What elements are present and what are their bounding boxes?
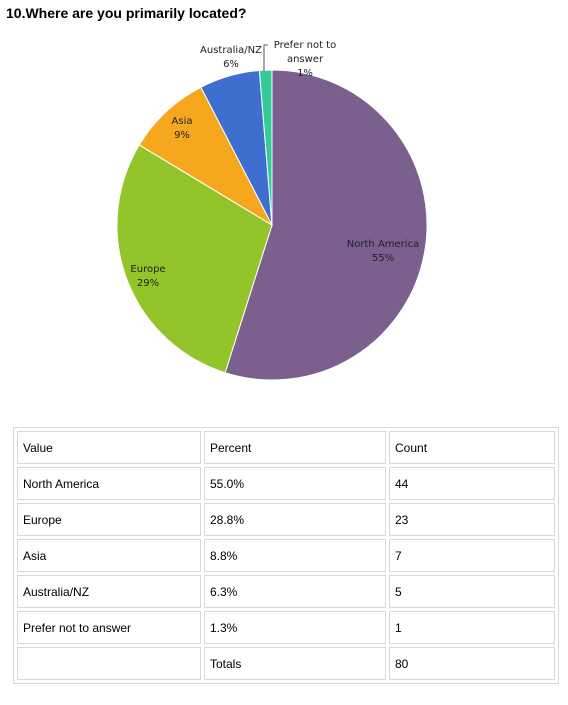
- table-cell: 80: [389, 647, 555, 680]
- table-cell: 23: [389, 503, 555, 536]
- slice-label-australia-nz: Australia/NZ 6%: [200, 45, 262, 70]
- slice-label-europe: Europe 29%: [130, 264, 165, 289]
- table-cell: 1.3%: [204, 611, 386, 644]
- table-cell: Asia: [17, 539, 201, 572]
- table-cell: 28.8%: [204, 503, 386, 536]
- table-cell: 1: [389, 611, 555, 644]
- table-header-row: Value Percent Count: [17, 431, 555, 464]
- table-row: Totals 80: [17, 647, 555, 680]
- table-cell: Percent: [204, 431, 386, 464]
- table-row: Australia/NZ 6.3% 5: [17, 575, 555, 608]
- table-row: Asia 8.8% 7: [17, 539, 555, 572]
- leader-line: [263, 44, 268, 71]
- table-row: Europe 28.8% 23: [17, 503, 555, 536]
- pie-slice-north-america: [224, 69, 428, 381]
- slice-label-asia: Asia 9%: [172, 116, 193, 141]
- table-cell: 6.3%: [204, 575, 386, 608]
- table-cell: 55.0%: [204, 467, 386, 500]
- pie-chart: North America 55% Europe 29% Asia 9% Australia…: [116, 40, 428, 381]
- table-cell: 44: [389, 467, 555, 500]
- table-cell: Value: [17, 431, 201, 464]
- table-cell: Europe: [17, 503, 201, 536]
- table-cell: 5: [389, 575, 555, 608]
- table-cell: Australia/NZ: [17, 575, 201, 608]
- table-cell: 7: [389, 539, 555, 572]
- chart-title: 10.Where are you primarily located?: [6, 5, 247, 21]
- slice-label-north-america: North America 55%: [347, 239, 419, 264]
- pie-slice-prefer-not-to-answer: [258, 69, 273, 226]
- slice-label-prefer-not-to-answer: Prefer not to answer 1%: [274, 40, 336, 79]
- pie-slice-asia: [138, 86, 274, 227]
- table-cell: Totals: [204, 647, 386, 680]
- table-cell: North America: [17, 467, 201, 500]
- table-cell: Count: [389, 431, 555, 464]
- table-row: North America 55.0% 44: [17, 467, 555, 500]
- table-cell: 8.8%: [204, 539, 386, 572]
- table-row: Prefer not to answer 1.3% 1: [17, 611, 555, 644]
- table-cell: [17, 647, 201, 680]
- results-table: Value Percent Count North America 55.0% 44 Eur…: [13, 427, 559, 684]
- table-cell: Prefer not to answer: [17, 611, 201, 644]
